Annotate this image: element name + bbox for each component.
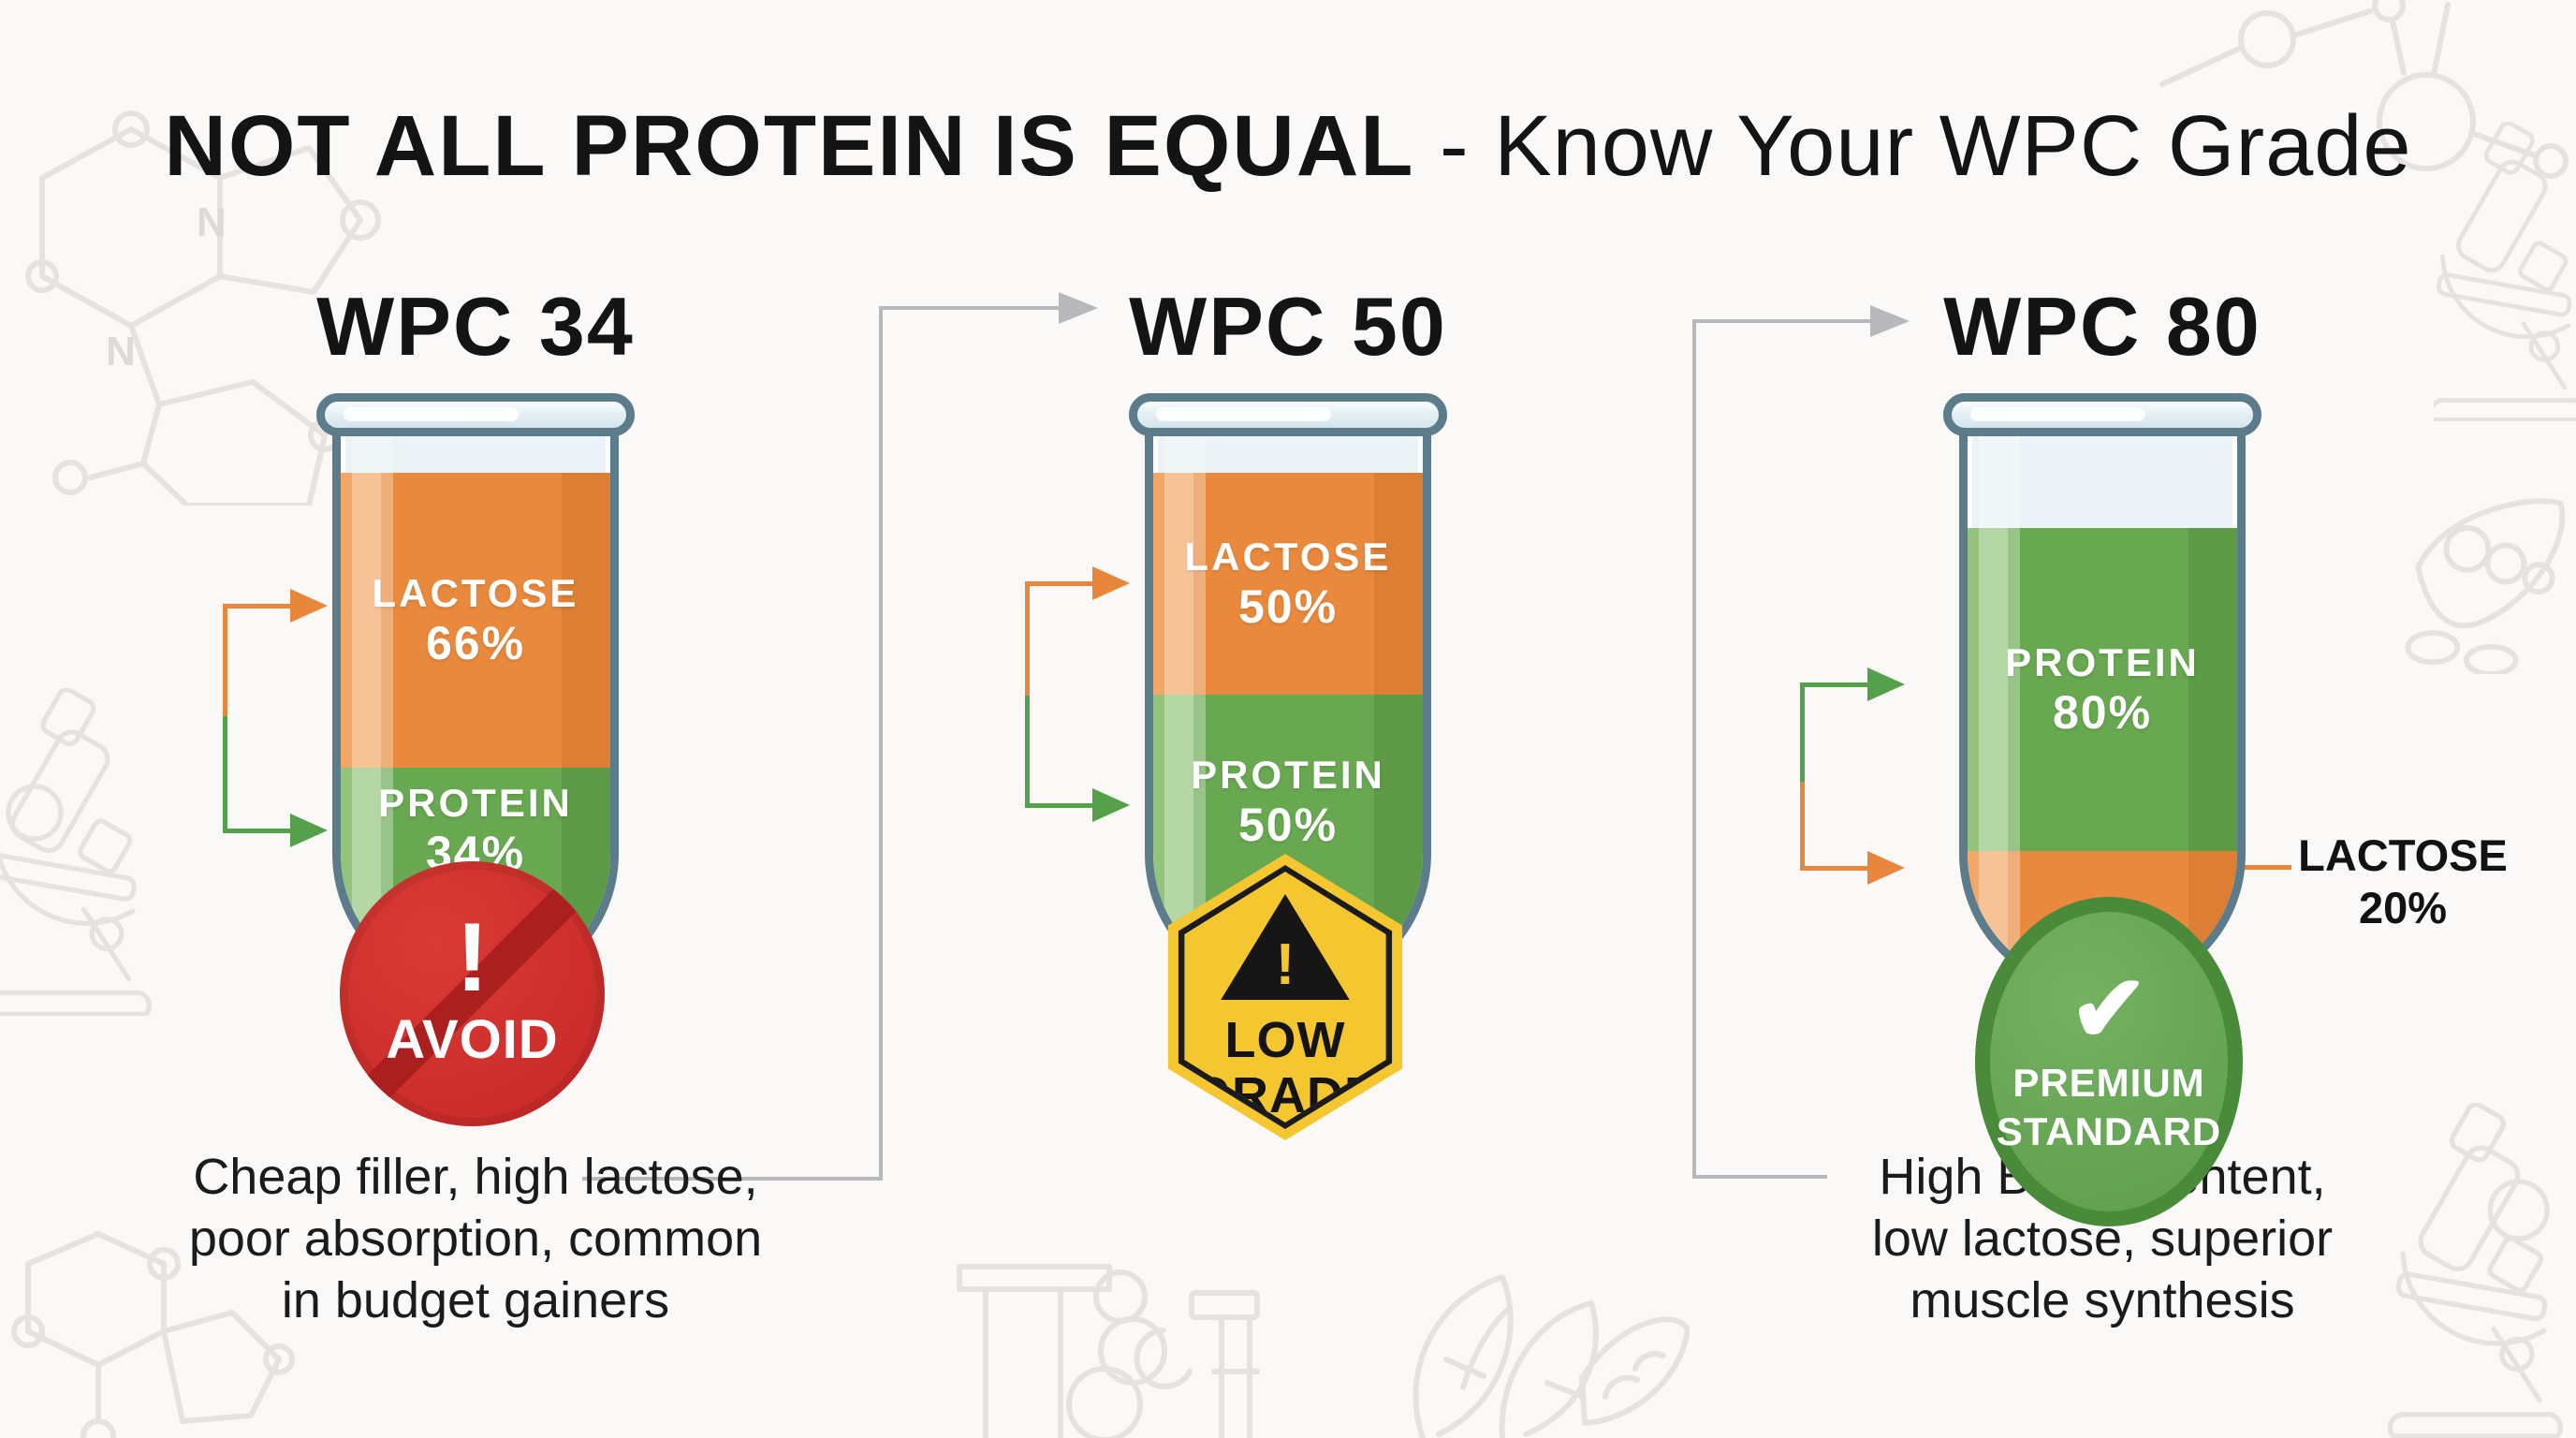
connector-left-vertical-line xyxy=(879,308,883,1181)
bracket-line xyxy=(1025,583,1030,696)
page-title-bold: NOT ALL PROTEIN IS EQUAL xyxy=(164,98,1415,194)
test-tube-wpc80: PROTEIN 80% xyxy=(1959,423,2246,994)
test-tube-rim xyxy=(1943,393,2261,436)
lactose-callout: LACTOSE 20% xyxy=(2286,829,2520,935)
exclamation-icon: ! xyxy=(456,902,489,1012)
section-label: PROTEIN xyxy=(378,781,573,825)
lactose-arrow-line xyxy=(1800,866,1867,871)
warning-triangle-icon: ! xyxy=(1221,894,1350,1001)
section-label: LACTOSE xyxy=(372,570,579,615)
glass-highlight xyxy=(344,407,519,421)
protein-fill: PROTEIN 80% xyxy=(1968,528,2237,851)
column-title-wpc80: WPC 80 xyxy=(1943,280,2261,373)
orange-arrow-icon xyxy=(290,589,328,623)
page-title-rest: Know Your WPC Grade xyxy=(1494,98,2412,194)
atom-label: N xyxy=(197,199,227,245)
bracket-line xyxy=(223,716,227,833)
molecule-doodle-top-right xyxy=(2159,0,2569,179)
section-label: PROTEIN xyxy=(1191,753,1385,797)
badge-label: STANDARD xyxy=(1996,1109,2222,1153)
premium-standard-badge: ✔ PREMIUM STANDARD xyxy=(1975,897,2243,1226)
molecule-doodle: N N xyxy=(25,110,381,506)
glass-highlight xyxy=(352,423,393,975)
description-line: Cheap filler, high lactose, xyxy=(193,1149,758,1205)
section-label: PROTEIN xyxy=(2005,639,2200,684)
microscope-doodle-left xyxy=(0,688,153,1016)
protein-arrow-line xyxy=(1800,682,1867,687)
low-grade-badge: ! LOW GRADE xyxy=(1158,854,1412,1140)
green-arrow-icon xyxy=(1092,788,1130,822)
gray-arrow-icon xyxy=(1059,292,1098,324)
green-arrow-icon xyxy=(1867,668,1905,701)
section-percent: 80% xyxy=(2052,685,2153,739)
glass-highlight xyxy=(1979,423,2020,975)
microscope-doodle-top-right xyxy=(2434,122,2576,421)
page-title-separator: - xyxy=(1414,98,1495,194)
badge-label: PREMIUM xyxy=(2012,1060,2205,1105)
bracket-line xyxy=(1800,782,1805,871)
test-tube-rim xyxy=(1129,393,1447,436)
glass-highlight xyxy=(1156,407,1331,421)
callout-label: LACTOSE xyxy=(2298,830,2508,880)
test-tube-wpc50: LACTOSE 50% PROTEIN 50% xyxy=(1145,423,1431,994)
connector-right-top-line xyxy=(1692,319,1872,323)
avoid-badge: ! AVOID xyxy=(340,861,605,1126)
green-arrow-icon xyxy=(290,814,328,847)
lactose-arrow-line xyxy=(223,604,290,609)
connector-right-vertical-line xyxy=(1692,321,1696,1179)
leaf-doodle-bottom-center xyxy=(1412,1274,1690,1438)
badge-label: AVOID xyxy=(386,1009,559,1071)
description-line: in budget gainers xyxy=(281,1272,670,1328)
bracket-line xyxy=(223,604,227,716)
bracket-line xyxy=(1800,684,1805,782)
microscope-doodle-bottom-right xyxy=(2387,1103,2564,1438)
atom-label: N xyxy=(106,329,136,374)
gray-arrow-icon xyxy=(1870,305,1910,337)
badge-label: LOW xyxy=(1224,1012,1346,1069)
connector-right-bottom-line xyxy=(1692,1175,1827,1179)
lactose-callout-line xyxy=(2241,865,2291,870)
checkmark-icon: ✔ xyxy=(2070,956,2148,1062)
connector-left-bottom-line xyxy=(582,1177,883,1181)
section-percent: 50% xyxy=(1237,580,1339,633)
soybean-doodle xyxy=(2405,498,2566,674)
glass-highlight xyxy=(1970,407,2145,421)
section-percent: 50% xyxy=(1237,799,1339,851)
glass-highlight xyxy=(1164,423,1206,975)
callout-percent: 20% xyxy=(2358,883,2448,933)
section-label: LACTOSE xyxy=(1184,534,1392,579)
orange-arrow-icon xyxy=(1092,566,1130,600)
description-line: muscle synthesis xyxy=(1910,1272,2295,1328)
equipment-doodle-bottom-center xyxy=(957,1264,1260,1438)
protein-arrow-line xyxy=(1025,803,1092,808)
lactose-arrow-line xyxy=(1025,581,1092,586)
protein-arrow-line xyxy=(223,829,290,833)
molecule-doodle-bottom-left xyxy=(11,1231,295,1438)
description-wpc34: Cheap filler, high lactose, poor absorpt… xyxy=(92,1146,859,1331)
page-title: NOT ALL PROTEIN IS EQUAL - Know Your WPC… xyxy=(0,97,2576,196)
description-line: poor absorption, common xyxy=(188,1211,763,1267)
exclamation-icon: ! xyxy=(1275,932,1295,998)
section-percent: 66% xyxy=(425,616,526,669)
test-tube-rim xyxy=(316,393,635,436)
lactose-fill: LACTOSE 50% xyxy=(1153,473,1423,695)
column-title-wpc50: WPC 50 xyxy=(1129,280,1447,373)
lactose-fill: LACTOSE 66% xyxy=(341,473,610,768)
bracket-line xyxy=(1025,696,1030,808)
connector-left-top-line xyxy=(879,306,1061,310)
column-title-wpc34: WPC 34 xyxy=(316,280,635,373)
orange-arrow-icon xyxy=(1867,851,1905,885)
